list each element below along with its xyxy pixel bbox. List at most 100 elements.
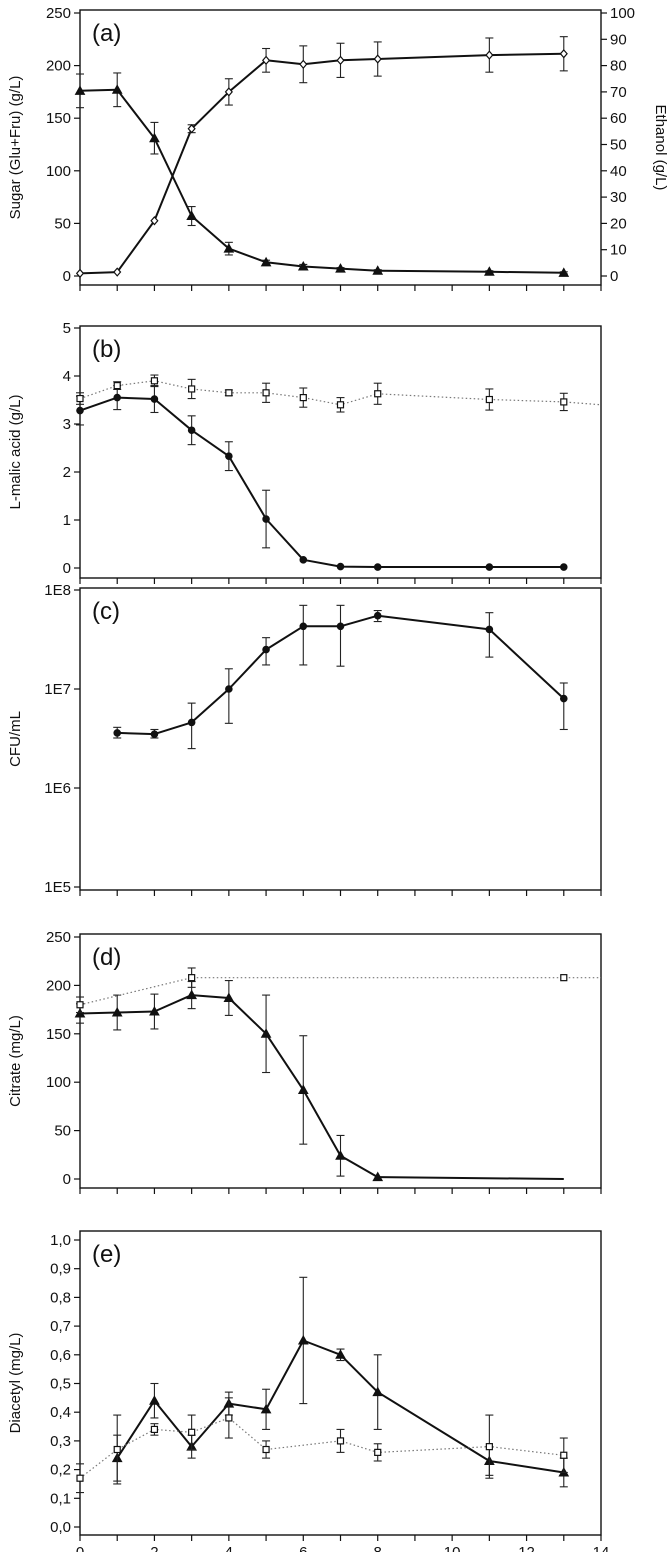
data-point bbox=[560, 974, 568, 982]
data-point bbox=[149, 1395, 160, 1405]
data-point bbox=[260, 1403, 272, 1414]
y-tick-label: 150 bbox=[46, 110, 71, 127]
data-point bbox=[111, 84, 123, 94]
x-tick-label: 2 bbox=[150, 1544, 158, 1552]
y-axis-label: Sugar (Glu+Fru) (g/L) bbox=[7, 76, 24, 220]
plot-frame bbox=[79, 325, 602, 579]
data-point bbox=[560, 398, 568, 406]
data-point bbox=[335, 263, 346, 273]
data-point bbox=[186, 210, 197, 221]
y-tick-label: 0,1 bbox=[50, 1490, 71, 1507]
data-point bbox=[297, 1084, 309, 1094]
data-point bbox=[261, 55, 271, 66]
data-point bbox=[336, 562, 345, 571]
panel-b: 0 1 2 3 4 5 L-malic acid (g/L) (b) bbox=[7, 320, 602, 584]
data-point bbox=[149, 1006, 160, 1016]
data-point bbox=[485, 395, 493, 404]
data-point bbox=[150, 395, 159, 403]
series-line bbox=[79, 380, 602, 406]
data-point bbox=[299, 622, 308, 631]
panel-label: (a) bbox=[92, 20, 121, 47]
y-tick-label: 0,6 bbox=[50, 1347, 71, 1364]
y-axis-label: CFU/mL bbox=[7, 711, 24, 767]
data-point bbox=[113, 382, 121, 390]
data-point bbox=[113, 267, 122, 277]
data-point bbox=[76, 406, 84, 415]
y-tick-label: 0,3 bbox=[50, 1433, 71, 1450]
series-2 bbox=[75, 36, 568, 279]
x-tick-label: 0 bbox=[76, 1544, 84, 1552]
y-right-tick-label: 10 bbox=[610, 242, 627, 259]
series-line bbox=[79, 977, 601, 1006]
y-tick-label: 1E7 bbox=[44, 681, 71, 698]
series-line bbox=[117, 614, 565, 736]
data-point bbox=[485, 625, 494, 634]
data-point bbox=[336, 622, 345, 631]
y-tick-label: 1E6 bbox=[44, 780, 71, 797]
data-point bbox=[75, 268, 85, 279]
data-point bbox=[187, 124, 196, 134]
series-line bbox=[79, 1417, 564, 1479]
data-point bbox=[372, 1386, 384, 1397]
series-2 bbox=[76, 967, 601, 1014]
data-point bbox=[374, 1448, 382, 1456]
panel-label: (c) bbox=[92, 598, 120, 625]
panel-label: (b) bbox=[92, 336, 121, 363]
y-tick-label: 0,7 bbox=[50, 1318, 71, 1335]
data-point bbox=[188, 974, 196, 982]
data-point bbox=[150, 730, 159, 738]
y-right-tick-label: 40 bbox=[610, 163, 627, 180]
x-tick-label: 12 bbox=[518, 1544, 535, 1552]
y-tick-label: 0,4 bbox=[50, 1404, 71, 1421]
data-point bbox=[373, 611, 382, 620]
data-point bbox=[374, 390, 382, 398]
data-point bbox=[485, 1443, 493, 1451]
y-right-tick-label: 50 bbox=[610, 137, 627, 154]
data-point bbox=[113, 393, 122, 402]
data-point bbox=[335, 1349, 346, 1359]
panel-a: 0 50 100 150 200 250 0 10 20 30 40 50 60 70 80 90 100 Eth… bbox=[7, 5, 669, 291]
data-point bbox=[336, 55, 345, 66]
x-tick-label: 6 bbox=[299, 1544, 307, 1552]
series-line bbox=[79, 52, 564, 275]
y-tick-label: 200 bbox=[46, 58, 71, 75]
data-point bbox=[260, 256, 272, 267]
data-point bbox=[76, 1474, 84, 1482]
y-tick-label: 0,8 bbox=[50, 1289, 71, 1306]
y-right-tick-label: 30 bbox=[610, 189, 627, 206]
series-2 bbox=[76, 374, 602, 413]
y-tick-label: 1E5 bbox=[44, 879, 71, 896]
data-point bbox=[299, 59, 308, 70]
y-right-tick-label: 70 bbox=[610, 84, 627, 101]
series-line bbox=[79, 396, 564, 568]
y-tick-label: 2 bbox=[63, 464, 71, 481]
data-point bbox=[260, 1028, 272, 1038]
y-tick-label: 0 bbox=[63, 560, 71, 577]
data-point bbox=[558, 267, 570, 277]
y-right-tick-label: 0 bbox=[610, 268, 618, 285]
data-point bbox=[559, 563, 568, 571]
data-point bbox=[484, 266, 495, 276]
data-point bbox=[297, 261, 309, 271]
panel-label: (d) bbox=[92, 944, 121, 971]
y-tick-label: 0 bbox=[63, 268, 71, 285]
y-tick-label: 0,9 bbox=[50, 1261, 71, 1278]
data-point bbox=[186, 989, 197, 1000]
y-tick-label: 0,5 bbox=[50, 1376, 71, 1393]
data-point bbox=[299, 556, 308, 564]
data-point bbox=[336, 401, 345, 409]
y-axis-label: Diacetyl (mg/L) bbox=[7, 1333, 24, 1434]
data-point bbox=[336, 1437, 345, 1445]
data-point bbox=[224, 87, 233, 97]
series-1 bbox=[74, 72, 570, 277]
data-point bbox=[297, 1334, 309, 1345]
data-point bbox=[223, 992, 235, 1002]
panel-d: 0 50 100 150 200 250 Citrate (mg/L) (d) bbox=[7, 929, 602, 1194]
y-tick-label: 50 bbox=[54, 1123, 71, 1140]
data-point bbox=[372, 1171, 384, 1182]
y-tick-label: 250 bbox=[46, 929, 71, 946]
series-1 bbox=[76, 385, 568, 571]
y-tick-label: 5 bbox=[63, 320, 71, 337]
data-point bbox=[113, 729, 122, 737]
